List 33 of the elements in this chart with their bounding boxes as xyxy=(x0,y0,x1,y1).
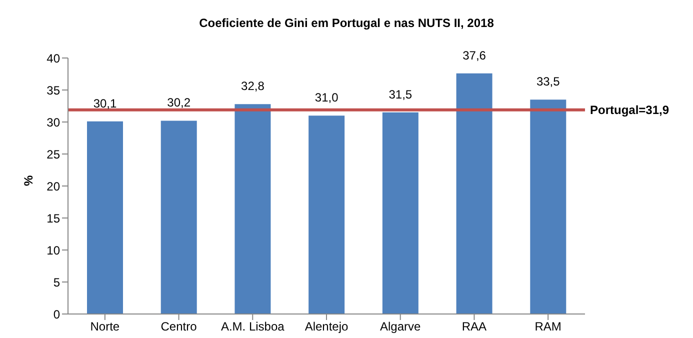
x-tick-label: Norte xyxy=(90,320,120,334)
y-tick-label: 0 xyxy=(53,307,60,322)
data-label: 31,0 xyxy=(314,90,339,105)
y-tick-label: 35 xyxy=(46,83,60,98)
bar xyxy=(456,73,492,314)
bar xyxy=(234,104,271,314)
y-tick-label: 25 xyxy=(46,147,60,162)
data-label: 30,2 xyxy=(167,96,191,110)
y-tick-label: 10 xyxy=(46,243,60,258)
data-label: 33,5 xyxy=(536,74,560,89)
chart-title: Coeficiente de Gini em Portugal e nas NUTS II, 2018 xyxy=(198,15,495,32)
y-tick-label: 20 xyxy=(46,179,60,194)
x-tick-label: A.M. Lisboa xyxy=(220,320,285,334)
bar xyxy=(308,116,345,314)
bar xyxy=(160,120,197,314)
y-tick-label: 30 xyxy=(46,115,60,130)
bar xyxy=(382,112,418,314)
bar xyxy=(530,100,566,314)
x-tick-label: Centro xyxy=(160,320,198,334)
y-tick-label: 5 xyxy=(53,275,60,290)
y-tick-label: 15 xyxy=(46,211,60,226)
y-axis-title: % xyxy=(21,175,36,186)
x-tick-label: Alentejo xyxy=(304,320,349,334)
y-tick-label: 40 xyxy=(46,51,60,66)
data-label: 31,5 xyxy=(388,87,412,102)
x-tick-label: Algarve xyxy=(380,320,422,334)
data-label: 32,8 xyxy=(241,79,265,94)
data-label: 30,1 xyxy=(93,96,117,110)
ref-line-label: Portugal=31,9 xyxy=(590,103,670,118)
data-label: 37,6 xyxy=(462,48,486,62)
x-tick-label: RAA xyxy=(462,320,487,334)
x-tick-label: RAM xyxy=(534,320,562,334)
bar xyxy=(87,121,123,314)
